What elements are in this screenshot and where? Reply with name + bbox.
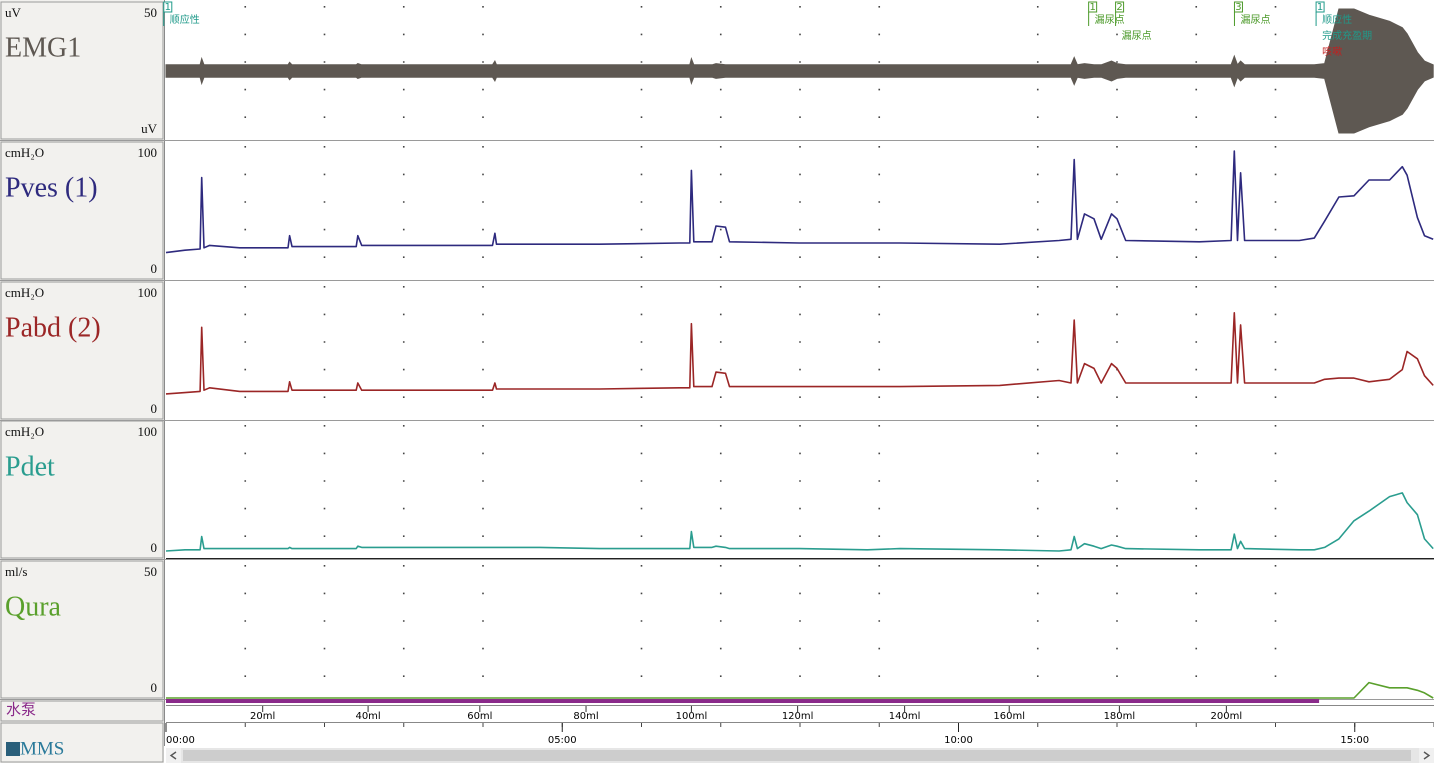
event-marker: 1 [165,2,171,13]
channel-name: Pves (1) [5,172,98,203]
unit-label: ml/s [5,564,27,579]
volume-tick-label: 160ml [993,711,1025,722]
event-marker-box [163,1,173,13]
event-label: 顺应性 [1322,13,1352,26]
event-label: 漏尿点 [1240,14,1270,26]
volume-tick-label: 100ml [676,711,708,722]
scrollbar-right-button[interactable] [1419,748,1434,763]
logo-box [0,722,164,763]
scale-min: 0 [151,401,158,416]
event-marker-box [1088,1,1098,13]
scale-min: 0 [151,680,158,695]
time-tick-label: 10:00 [944,735,973,746]
event-marker: 2 [1116,2,1122,13]
volume-tick-label: 20ml [250,711,275,722]
time-tick-label: 15:00 [1340,735,1369,746]
event-marker-box [1115,1,1125,13]
channel-label-box [0,281,164,420]
scroll-right-arrow [1423,751,1431,760]
scale-min: 0 [151,261,158,276]
pump-label-box [0,700,164,722]
event-marker: 1 [1317,2,1323,13]
trace [165,312,1434,395]
event-label: 漏尿点 [1122,30,1152,42]
time-tick-label: 05:00 [548,735,577,746]
scale-max: 100 [138,285,158,300]
channel-label-box [0,1,164,140]
channel-name: Qura [5,591,62,622]
volume-tick-label: 200ml [1211,711,1243,722]
scale-bottom-unit: uV [141,121,158,136]
event-marker: 1 [1089,2,1095,13]
scrollbar-left-button[interactable] [166,748,181,763]
event-marker-box [1315,1,1325,13]
scrollbar-thumb[interactable] [183,750,1411,761]
scale-max: 50 [144,5,157,20]
channel-name: EMG1 [5,32,81,63]
emg-envelope [165,8,1434,134]
channel-label-box [0,141,164,280]
unit-label: cmH₂O [5,424,44,439]
unit-label: cmH₂O [5,145,44,160]
trace [166,681,1434,699]
volume-tick-label: 140ml [889,711,921,722]
channel-label-box [0,560,164,699]
scale-max: 100 [138,424,158,439]
logo-icon [6,742,20,756]
event-marker-box [1233,1,1243,13]
event-label: 顺应性 [170,13,200,26]
event-label: 完成充盈期 [1322,29,1372,42]
scale-min: 0 [151,540,158,555]
volume-tick-label: 40ml [355,711,380,722]
volume-tick-label: 120ml [782,711,814,722]
scale-max: 100 [138,145,158,160]
scale-max: 50 [144,564,157,579]
volume-tick-label: 80ml [573,711,598,722]
channel-name: Pabd (2) [5,312,101,343]
unit-label: uV [5,5,22,20]
time-tick-label: 00:00 [166,735,195,746]
volume-tick-label: 60ml [467,711,492,722]
unit-label: cmH₂O [5,285,44,300]
logo-text: MMS [20,738,64,759]
scroll-left-arrow [169,751,177,760]
event-marker: 3 [1235,2,1241,13]
pump-label: 水泵 [6,701,36,718]
channel-label-box [0,420,164,559]
event-label: 咳嗽 [1322,45,1342,58]
trace [165,150,1434,254]
channel-name: Pdet [5,451,55,482]
trace [165,492,1434,552]
volume-tick-label: 180ml [1104,711,1136,722]
event-label: 漏尿点 [1095,14,1125,26]
